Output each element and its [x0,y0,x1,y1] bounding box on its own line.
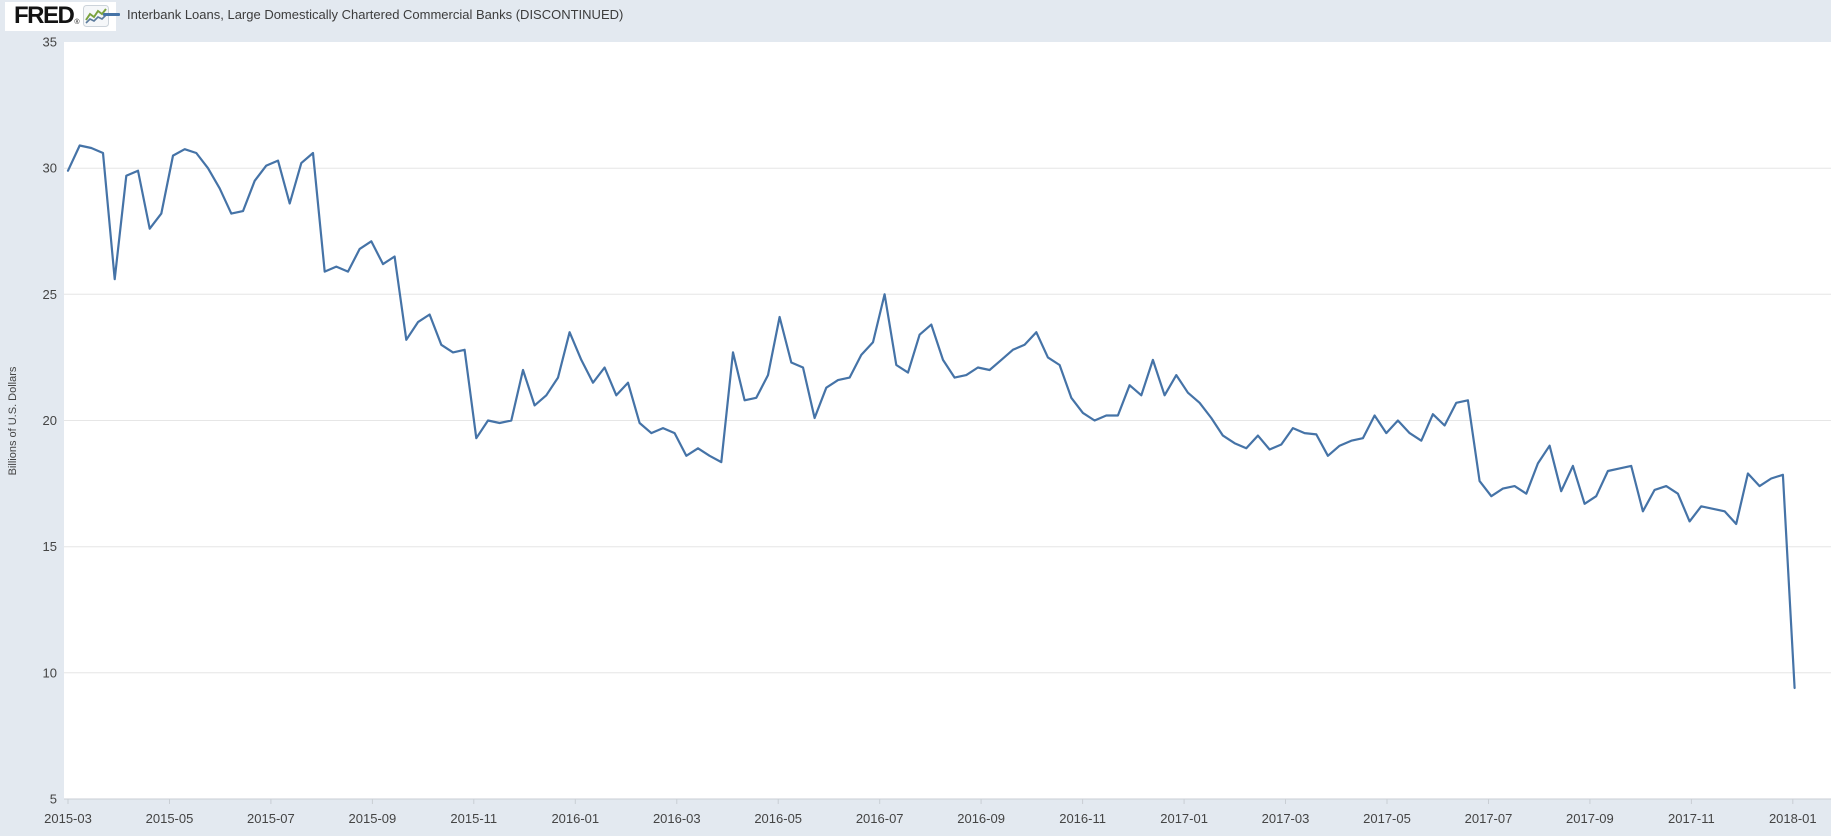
x-tick-label: 2016-03 [653,811,701,826]
y-tick-label: 20 [43,413,57,428]
x-tick-label: 2016-11 [1059,811,1106,826]
y-tick-label: 10 [43,665,57,680]
x-tick-label: 2017-09 [1566,811,1614,826]
x-tick-label: 2016-07 [856,811,904,826]
y-axis-title: Billions of U.S. Dollars [7,366,19,475]
y-tick-label: 25 [43,287,57,302]
y-tick-label: 5 [50,792,57,807]
registered-mark: ® [74,19,80,26]
series-title: Interbank Loans, Large Domestically Char… [127,6,624,22]
x-tick-label: 2017-03 [1262,811,1310,826]
chart-header: FRED ® Interbank Loans, Large Domestical… [0,0,1831,42]
x-tick-label: 2017-01 [1160,811,1208,826]
x-tick-label: 2017-07 [1465,811,1513,826]
y-tick-label: 35 [43,35,57,50]
x-tick-label: 2016-01 [551,811,599,826]
y-tick-label: 30 [43,161,57,176]
x-tick-label: 2017-05 [1363,811,1411,826]
series-legend: Interbank Loans, Large Domestically Char… [103,5,623,23]
legend-line-marker [103,12,120,16]
x-tick-label: 2015-11 [450,811,497,826]
fred-sparkline-icon [82,5,109,27]
fred-logo[interactable]: FRED ® [5,2,116,31]
x-tick-label: 2017-11 [1668,811,1715,826]
x-tick-label: 2018-01 [1769,811,1817,826]
data-line[interactable] [66,144,1796,690]
x-tick-label: 2015-03 [44,811,92,826]
x-tick-label: 2016-09 [957,811,1005,826]
x-tick-label: 2015-07 [247,811,295,826]
x-tick-label: 2016-05 [754,811,802,826]
x-tick-label: 2015-05 [146,811,194,826]
y-tick-label: 15 [43,539,57,554]
x-tick-label: 2015-09 [349,811,397,826]
fred-logo-text: FRED [14,2,75,29]
